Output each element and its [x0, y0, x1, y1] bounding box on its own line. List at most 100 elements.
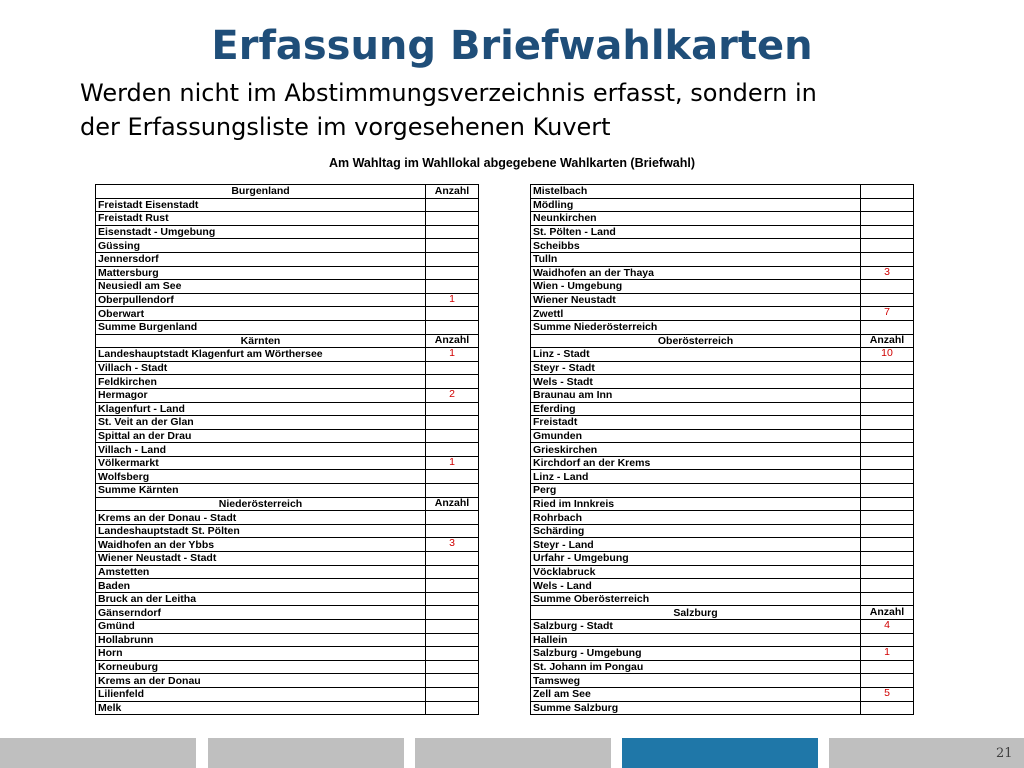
district-name: St. Johann im Pongau — [530, 659, 861, 675]
count-cell — [425, 360, 479, 376]
table-row: Waidhofen an der Ybbs 3 — [95, 537, 479, 553]
district-name: Urfahr - Umgebung — [530, 551, 861, 566]
table-row: Jennersdorf — [95, 251, 479, 267]
count-cell: 1 — [425, 455, 479, 471]
district-name: Wolfsberg — [95, 469, 426, 485]
count-cell — [860, 564, 914, 580]
district-name: Tamsweg — [530, 673, 861, 688]
table-row: Steyr - Land — [530, 537, 914, 553]
count-cell — [860, 224, 914, 240]
count-cell — [425, 646, 479, 661]
table-row: Spittal an der Drau — [95, 428, 479, 444]
table-row: Linz - Land — [530, 469, 914, 485]
district-name: Krems an der Donau - Stadt — [95, 510, 426, 525]
count-cell — [860, 578, 914, 593]
table-row: Korneuburg — [95, 659, 479, 675]
district-name: Hollabrunn — [95, 632, 426, 648]
district-name: Scheibbs — [530, 238, 861, 253]
district-name: Salzburg - Umgebung — [530, 646, 861, 661]
district-name: Baden — [95, 578, 426, 593]
district-name: Waidhofen an der Ybbs — [95, 537, 426, 553]
count-cell — [425, 265, 479, 281]
count-cell — [425, 700, 479, 716]
count-cell — [860, 455, 914, 471]
table-row: Feldkirchen — [95, 374, 479, 389]
footer-bar — [829, 738, 1024, 768]
table-row: Hermagor 2 — [95, 387, 479, 403]
table-row: Tulln — [530, 251, 914, 267]
footer-bar — [208, 738, 404, 768]
table-row: Scheibbs — [530, 238, 914, 253]
district-name: Freistadt Rust — [95, 211, 426, 226]
count-cell — [860, 415, 914, 430]
table-row: Perg — [530, 483, 914, 498]
count-cell: 1 — [425, 347, 479, 362]
region-header-row: Salzburg Anzahl — [530, 605, 914, 620]
count-header: Anzahl — [425, 496, 479, 512]
count-cell — [860, 401, 914, 417]
district-name: Neunkirchen — [530, 211, 861, 226]
table-row: Hollabrunn — [95, 632, 479, 648]
table-row: Rohrbach — [530, 510, 914, 525]
district-name: Oberpullendorf — [95, 292, 426, 308]
count-cell — [425, 605, 479, 620]
table-row: Neunkirchen — [530, 211, 914, 226]
district-name: Braunau am Inn — [530, 387, 861, 403]
table-row: Tamsweg — [530, 673, 914, 688]
count-cell: 1 — [425, 292, 479, 308]
region-name: Salzburg — [530, 605, 861, 620]
count-cell — [425, 197, 479, 213]
district-name: Summe Niederösterreich — [530, 319, 861, 335]
table-row: Summe Burgenland — [95, 319, 479, 335]
district-name: Krems an der Donau — [95, 673, 426, 688]
count-cell — [860, 184, 914, 199]
table-row: Bruck an der Leitha — [95, 591, 479, 607]
district-name: Perg — [530, 483, 861, 498]
district-name: Hallein — [530, 632, 861, 648]
table-row: Wiener Neustadt - Stadt — [95, 551, 479, 566]
district-name: Korneuburg — [95, 659, 426, 675]
count-cell — [425, 306, 479, 321]
table-row: Wolfsberg — [95, 469, 479, 485]
district-name: Oberwart — [95, 306, 426, 321]
count-cell — [425, 673, 479, 688]
table-row: Krems an der Donau — [95, 673, 479, 688]
count-cell — [860, 238, 914, 253]
count-cell — [425, 619, 479, 634]
district-name: St. Veit an der Glan — [95, 415, 426, 430]
district-name: Horn — [95, 646, 426, 661]
count-cell — [860, 510, 914, 525]
count-cell — [425, 211, 479, 226]
table-row: Horn — [95, 646, 479, 661]
count-cell — [425, 578, 479, 593]
table-row: Krems an der Donau - Stadt — [95, 510, 479, 525]
table-row: Oberpullendorf 1 — [95, 292, 479, 308]
district-name: Summe Oberösterreich — [530, 591, 861, 607]
table-row: Kirchdorf an der Krems — [530, 455, 914, 471]
district-name: Neusiedl am See — [95, 279, 426, 294]
region-name: Kärnten — [95, 333, 426, 349]
district-name: Gmünd — [95, 619, 426, 634]
table-row: Klagenfurt - Land — [95, 401, 479, 417]
count-cell — [425, 551, 479, 566]
count-cell — [425, 469, 479, 485]
table-row: Landeshauptstadt St. Pölten — [95, 523, 479, 539]
table-row: Wels - Land — [530, 578, 914, 593]
table-row: Gmünd — [95, 619, 479, 634]
count-cell — [425, 510, 479, 525]
district-name: Völkermarkt — [95, 455, 426, 471]
count-cell — [425, 564, 479, 580]
region-header-row: Kärnten Anzahl — [95, 333, 479, 349]
table-row: Villach - Stadt — [95, 360, 479, 376]
slide-title: Erfassung Briefwahlkarten — [211, 23, 813, 69]
district-name: Mödling — [530, 197, 861, 213]
subtitle-line: Werden nicht im Abstimmungsverzeichnis e… — [80, 79, 817, 107]
district-name: Linz - Land — [530, 469, 861, 485]
region-header-row: Oberösterreich Anzahl — [530, 333, 914, 349]
count-cell — [425, 632, 479, 648]
district-name: Spittal an der Drau — [95, 428, 426, 444]
region-header-row: Burgenland Anzahl — [95, 184, 479, 199]
count-cell — [860, 319, 914, 335]
count-cell: 3 — [860, 265, 914, 281]
district-name: Hermagor — [95, 387, 426, 403]
